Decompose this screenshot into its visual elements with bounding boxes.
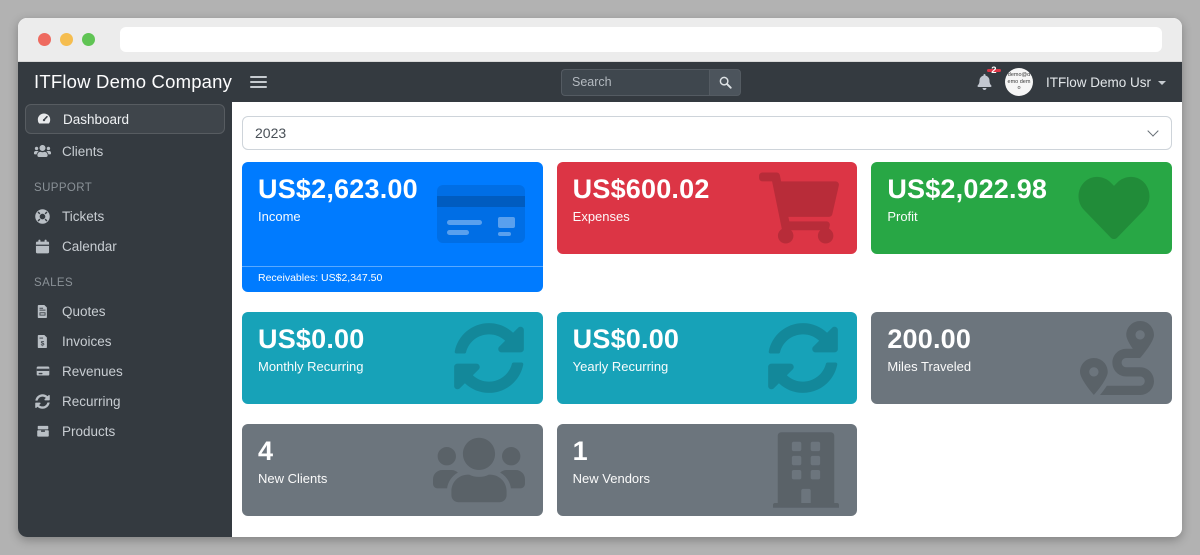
sync-icon — [767, 322, 839, 394]
user-menu[interactable]: ITFlow Demo Usr — [1046, 75, 1166, 90]
stat-label: Yearly Recurring — [572, 359, 669, 375]
notifications-button[interactable]: 2 — [977, 65, 1001, 90]
browser-window: ITFlow Demo Company Dashboard Clients SUPP… — [18, 18, 1182, 537]
search-button[interactable] — [709, 68, 741, 96]
nav-section-header: SALES — [34, 277, 74, 289]
box-icon — [34, 423, 51, 439]
stat-label: Expenses — [572, 209, 630, 225]
building-icon — [773, 432, 840, 508]
stat-card-monthly-recurring: US$0.00 Monthly Recurring — [242, 312, 543, 405]
brand-title[interactable]: ITFlow Demo Company — [34, 71, 232, 92]
dashboard-content: 2023 US$2,623.00 Income Receivables: US$2,… — [232, 102, 1182, 537]
sidebar-item-quotes[interactable]: Quotes — [18, 296, 232, 326]
stat-card-new-clients: 4 New Clients — [242, 424, 543, 517]
browser-chrome — [18, 18, 1182, 62]
life-ring-icon — [34, 208, 51, 224]
stat-card-miles-traveled: 200.00 Miles Traveled — [871, 312, 1172, 405]
sidebar-item-recurring[interactable]: Recurring — [18, 386, 232, 416]
sidebar-item-tickets[interactable]: Tickets — [18, 201, 232, 231]
avatar[interactable]: demo@demo demo — [1004, 68, 1033, 96]
stat-label: Monthly Recurring — [258, 359, 364, 375]
sidebar-item-label: Recurring — [62, 393, 121, 409]
bell-icon — [977, 74, 992, 94]
sidebar-item-invoices[interactable]: $ Invoices — [18, 326, 232, 356]
sync-icon — [453, 322, 525, 394]
stat-value: US$2,623.00 — [258, 174, 418, 204]
search-input[interactable] — [561, 68, 709, 96]
stat-value: US$600.02 — [572, 174, 710, 204]
stat-card-yearly-recurring: US$0.00 Yearly Recurring — [556, 312, 858, 405]
sidebar: ITFlow Demo Company Dashboard Clients SUPP… — [18, 62, 232, 537]
credit-card-icon — [436, 182, 525, 246]
user-name: ITFlow Demo Usr — [1045, 74, 1151, 90]
stat-cards-grid: US$2,623.00 Income Receivables: US$2,347.5… — [242, 162, 1172, 517]
sidebar-item-label: Clients — [62, 143, 104, 159]
hamburger-menu-icon[interactable] — [248, 70, 269, 94]
users-icon — [432, 433, 525, 507]
stat-label: New Vendors — [572, 471, 650, 487]
sidebar-item-label: Invoices — [62, 333, 112, 349]
credit-card-icon — [34, 363, 51, 379]
users-icon — [34, 143, 51, 159]
route-icon — [1079, 321, 1154, 396]
stat-value: 1 — [572, 436, 588, 467]
sidebar-item-label: Tickets — [62, 208, 105, 224]
year-select-wrap: 2023 — [242, 116, 1172, 150]
sidebar-item-label: Quotes — [62, 303, 106, 319]
stat-value: US$2,022.98 — [887, 174, 1048, 204]
sidebar-item-dashboard[interactable]: Dashboard — [25, 104, 225, 134]
search-group — [561, 68, 741, 96]
address-bar[interactable] — [120, 27, 1162, 52]
notification-count-badge: 2 — [986, 65, 1001, 75]
sidebar-nav: Dashboard Clients SUPPORT Tickets Calendar SA… — [18, 104, 232, 446]
stat-card-income: US$2,623.00 Income Receivables: US$2,347.5… — [242, 162, 543, 293]
sync-icon — [34, 393, 51, 409]
heart-icon — [1074, 173, 1154, 244]
sidebar-item-products[interactable]: Products — [18, 416, 232, 446]
file-invoice-icon — [34, 303, 51, 319]
sidebar-item-label: Revenues — [62, 363, 123, 379]
svg-text:$: $ — [41, 340, 45, 347]
stat-value: 200.00 — [887, 324, 972, 355]
sidebar-item-label: Calendar — [62, 238, 117, 254]
search-icon — [719, 76, 732, 89]
stat-card-profit: US$2,022.98 Profit — [871, 162, 1172, 255]
chevron-down-icon — [1158, 81, 1166, 85]
calendar-icon — [34, 238, 51, 254]
navbar-right: 2 demo@demo demo ITFlow Demo Usr — [977, 65, 1166, 96]
stat-value: US$0.00 — [572, 324, 680, 355]
stat-label: New Clients — [258, 471, 328, 487]
sidebar-item-revenues[interactable]: Revenues — [18, 356, 232, 386]
stat-label: Miles Traveled — [887, 359, 972, 375]
stat-label: Profit — [887, 209, 918, 225]
sidebar-item-clients[interactable]: Clients — [18, 136, 232, 166]
stat-card-new-vendors: 1 New Vendors — [556, 424, 858, 517]
maximize-window-button[interactable] — [82, 33, 95, 46]
shopping-cart-icon — [759, 172, 840, 244]
stat-card-footer: Receivables: US$2,347.50 — [242, 266, 543, 292]
stat-card-expenses: US$600.02 Expenses — [556, 162, 858, 255]
file-invoice-dollar-icon: $ — [34, 333, 51, 349]
stat-value: 4 — [258, 436, 274, 467]
minimize-window-button[interactable] — [60, 33, 73, 46]
top-navbar: 2 demo@demo demo ITFlow Demo Usr — [232, 62, 1182, 102]
main-column: 2 demo@demo demo ITFlow Demo Usr 2023 — [232, 62, 1182, 537]
year-select[interactable]: 2023 — [242, 116, 1172, 150]
nav-section-header: SUPPORT — [34, 182, 93, 194]
app-frame: ITFlow Demo Company Dashboard Clients SUPP… — [18, 62, 1182, 537]
sidebar-item-calendar[interactable]: Calendar — [18, 231, 232, 261]
stat-label: Income — [258, 209, 301, 225]
stat-value: US$0.00 — [258, 324, 365, 355]
sidebar-item-label: Products — [62, 423, 116, 439]
close-window-button[interactable] — [38, 33, 51, 46]
sidebar-item-label: Dashboard — [63, 111, 130, 127]
dashboard-icon — [35, 111, 52, 127]
